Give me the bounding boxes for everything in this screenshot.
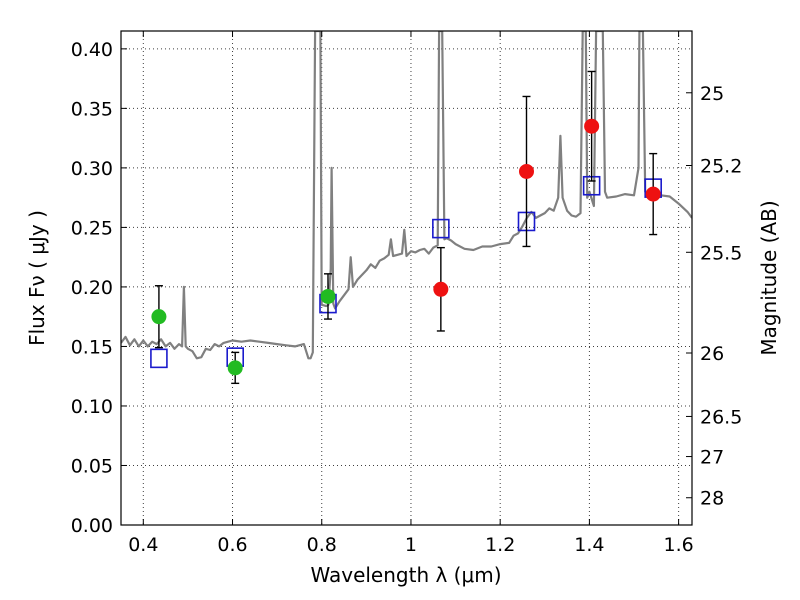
plot-frame xyxy=(120,30,693,526)
y-tick-label: 0.10 xyxy=(71,396,113,418)
y2-tick-label: 25.2 xyxy=(700,156,742,178)
observed-flux-point xyxy=(433,281,449,297)
y-tick-label: 0.30 xyxy=(71,158,113,180)
y2-tick-label: 27 xyxy=(700,447,724,469)
model-photometry-square xyxy=(150,348,168,369)
x-axis-title: Wavelength λ (μm) xyxy=(310,563,501,587)
axes: 0.4 0.6 0.8 1 1.2 1.4 1.6 0.00 0.05 0.10 0.15 0.20 0… xyxy=(71,31,742,556)
model-photometry-square xyxy=(432,218,450,239)
data-points xyxy=(150,70,662,385)
y2-tick-label: 28 xyxy=(700,488,724,510)
observed-flux-point xyxy=(151,309,167,325)
y-tick-label: 0.25 xyxy=(71,217,113,239)
x-tick-label: 0.8 xyxy=(307,534,337,556)
plot-background xyxy=(121,31,692,525)
observed-flux-point xyxy=(320,288,336,304)
observed-flux-point xyxy=(584,118,600,134)
observed-flux-point xyxy=(227,360,243,376)
y-axis-title: Flux Fν ( μJy ) xyxy=(25,210,49,346)
x-tick-label: 1.6 xyxy=(664,534,694,556)
y-tick-label: 0.05 xyxy=(71,455,113,477)
model-spectrum xyxy=(121,31,692,360)
y2-tick-label: 25.5 xyxy=(700,242,742,264)
x-tick-label: 0.4 xyxy=(128,534,158,556)
y2-tick-label: 26 xyxy=(700,343,724,365)
x-tick-label: 0.6 xyxy=(217,534,247,556)
y2-tick-label: 26.5 xyxy=(700,406,742,428)
y2-axis-title: Magnitude (AB) xyxy=(757,200,781,355)
observed-flux-point xyxy=(518,163,534,179)
y-tick-label: 0.35 xyxy=(71,98,113,120)
observed-flux-point xyxy=(645,186,661,202)
y-tick-label: 0.20 xyxy=(71,277,113,299)
x-tick-label: 1.2 xyxy=(485,534,515,556)
y-tick-label: 0.00 xyxy=(71,515,113,537)
y2-tick-label: 25 xyxy=(700,83,724,105)
y-tick-label: 0.15 xyxy=(71,336,113,358)
model-spectrum-line xyxy=(121,31,692,360)
y-tick-label: 0.40 xyxy=(71,39,113,61)
x-tick-label: 1.4 xyxy=(574,534,604,556)
x-tick-label: 1 xyxy=(405,534,417,556)
